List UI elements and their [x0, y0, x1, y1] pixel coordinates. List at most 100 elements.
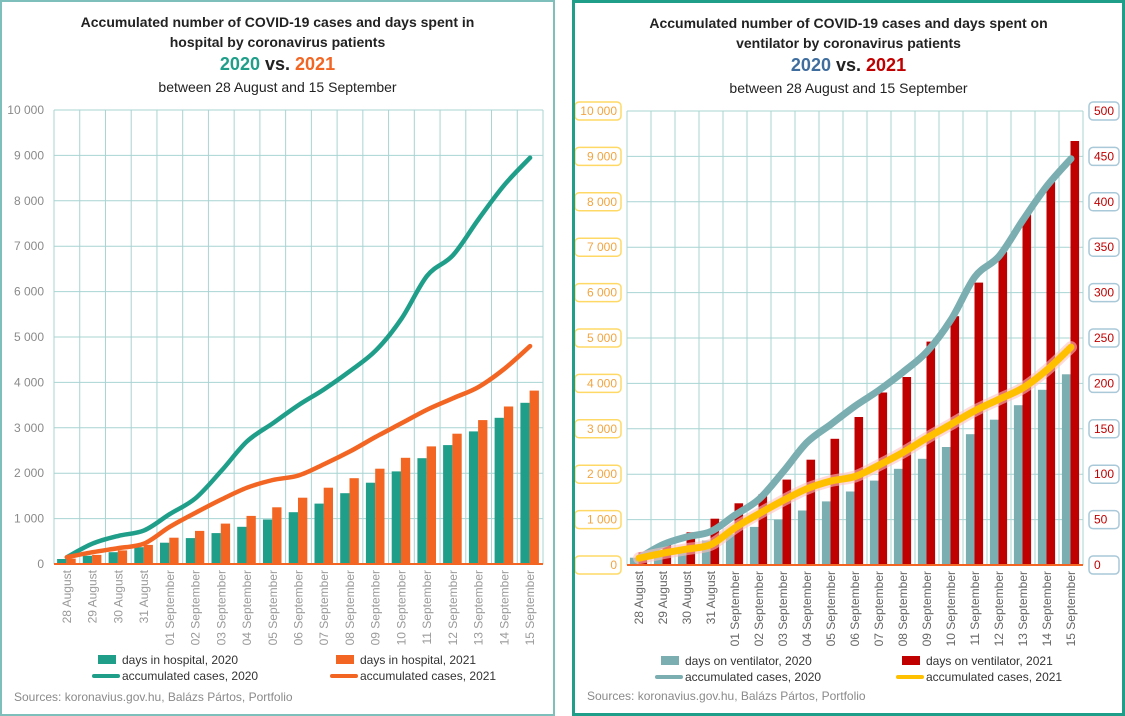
y2-tick-label: 450 — [1094, 149, 1114, 163]
y2-tick-label: 200 — [1094, 376, 1114, 390]
sources-note: Sources: koronavius.gov.hu, Balázs Párto… — [14, 690, 293, 704]
bar — [92, 554, 102, 564]
y-tick-label: 9 000 — [14, 148, 44, 162]
x-tick-label: 15 September — [523, 570, 537, 645]
y-tick-label: 7 000 — [14, 239, 44, 253]
y2-tick-label: 350 — [1094, 240, 1114, 254]
y-tick-box — [575, 282, 622, 303]
bar — [989, 419, 999, 565]
legend-label: days in hospital, 2021 — [360, 653, 476, 667]
ventilator-chart: 0 1 000 2 000 3 000 4 000 5 000 6 000 7 000 8 00… — [575, 101, 1120, 684]
chart-subtitle-years: 2020 vs. 2021 — [2, 54, 553, 75]
legend-label: days on ventilator, 2020 — [685, 654, 812, 668]
x-tick-label: 14 September — [1040, 571, 1054, 646]
bar — [869, 480, 879, 565]
x-tick-label: 28 August — [60, 569, 74, 623]
bar — [365, 482, 376, 564]
x-tick-label: 10 September — [944, 571, 958, 646]
y-tick-label: 5 000 — [587, 331, 617, 345]
x-tick-label: 29 August — [86, 569, 100, 623]
bar — [185, 538, 196, 564]
y2-tick-box — [1088, 509, 1120, 530]
y-tick-box — [575, 328, 622, 348]
bar — [917, 458, 927, 565]
y2-tick-box — [1088, 146, 1120, 167]
x-tick-label: 08 September — [343, 570, 357, 645]
bar — [375, 468, 385, 564]
legend-label: accumulated cases, 2020 — [122, 669, 258, 683]
x-tick-label: 10 September — [394, 570, 408, 645]
bar — [725, 534, 735, 565]
bar — [246, 515, 256, 564]
bar — [263, 519, 273, 564]
bar — [998, 251, 1008, 565]
y-tick-box — [575, 146, 622, 167]
y-tick-box — [575, 192, 622, 212]
x-tick-label: 06 September — [292, 570, 306, 645]
legend-swatch — [661, 656, 679, 665]
bar — [520, 402, 530, 564]
bar — [349, 478, 359, 564]
y-tick-label: 3 000 — [14, 421, 44, 435]
bar — [468, 431, 479, 564]
bar — [391, 471, 401, 564]
bar — [288, 512, 298, 564]
y-tick-box — [575, 419, 622, 439]
x-tick-label: 12 September — [446, 570, 460, 645]
bar — [845, 491, 855, 565]
x-tick-label: 09 September — [369, 570, 383, 645]
bar — [160, 542, 170, 564]
versus-label: vs. — [835, 55, 862, 75]
bar — [134, 547, 144, 564]
y-tick-label: 2 000 — [14, 466, 44, 480]
y2-tick-box — [1088, 282, 1120, 303]
bar — [82, 555, 93, 564]
bar — [797, 510, 807, 565]
bar — [830, 438, 840, 565]
y-tick-box — [575, 373, 622, 394]
y-tick-label: 1 000 — [587, 513, 617, 527]
x-tick-label: 14 September — [497, 570, 511, 645]
year-2021: 2021 — [866, 55, 907, 75]
series-line — [635, 155, 1075, 562]
bar — [237, 526, 247, 564]
bar — [1037, 389, 1047, 565]
year-2021: 2021 — [295, 54, 336, 74]
y2-tick-label: 0 — [1094, 558, 1101, 572]
bar — [57, 559, 67, 564]
legend: days on ventilator, 2020 days on ventilat… — [655, 654, 1062, 684]
y-tick-label: 7 000 — [587, 240, 617, 254]
y2-tick-label: 100 — [1094, 467, 1114, 481]
bar — [478, 420, 488, 564]
y-tick-label: 10 000 — [7, 103, 44, 117]
x-tick-label: 12 September — [992, 571, 1006, 646]
x-tick-label: 04 September — [800, 571, 814, 646]
bar — [529, 390, 539, 564]
bar — [734, 503, 744, 565]
x-tick-label: 01 September — [163, 570, 177, 645]
chart-title: Accumulated number of COVID-19 cases and… — [575, 13, 1122, 53]
x-tick-label: 09 September — [920, 571, 934, 646]
chart-title-line2: hospital by coronavirus patients — [169, 34, 386, 50]
bar — [1061, 374, 1071, 565]
legend-label: accumulated cases, 2021 — [360, 669, 496, 683]
y2-tick-box — [1088, 328, 1120, 348]
bar — [974, 282, 984, 565]
legend-swatch — [336, 655, 354, 664]
x-tick-label: 02 September — [189, 570, 203, 645]
bar — [878, 392, 888, 565]
chart-period: between 28 August and 15 September — [158, 79, 397, 95]
x-tick-label: 04 September — [240, 570, 254, 645]
bar — [926, 341, 936, 565]
y-tick-box — [575, 237, 622, 257]
bar — [143, 544, 153, 564]
bar — [902, 377, 912, 565]
chart-title-line1: Accumulated number of COVID-19 cases and… — [649, 15, 1048, 31]
y2-tick-box — [1088, 555, 1120, 575]
bar — [211, 533, 221, 564]
y-tick-label: 8 000 — [587, 195, 617, 209]
x-tick-label: 15 September — [1064, 571, 1078, 646]
series-line — [64, 343, 533, 560]
hospital-chart: 0 1 000 2 000 3 000 4 000 5 000 6 000 7 000 8 00… — [7, 103, 544, 683]
legend: days in hospital, 2020 days in hospital, … — [92, 653, 496, 683]
